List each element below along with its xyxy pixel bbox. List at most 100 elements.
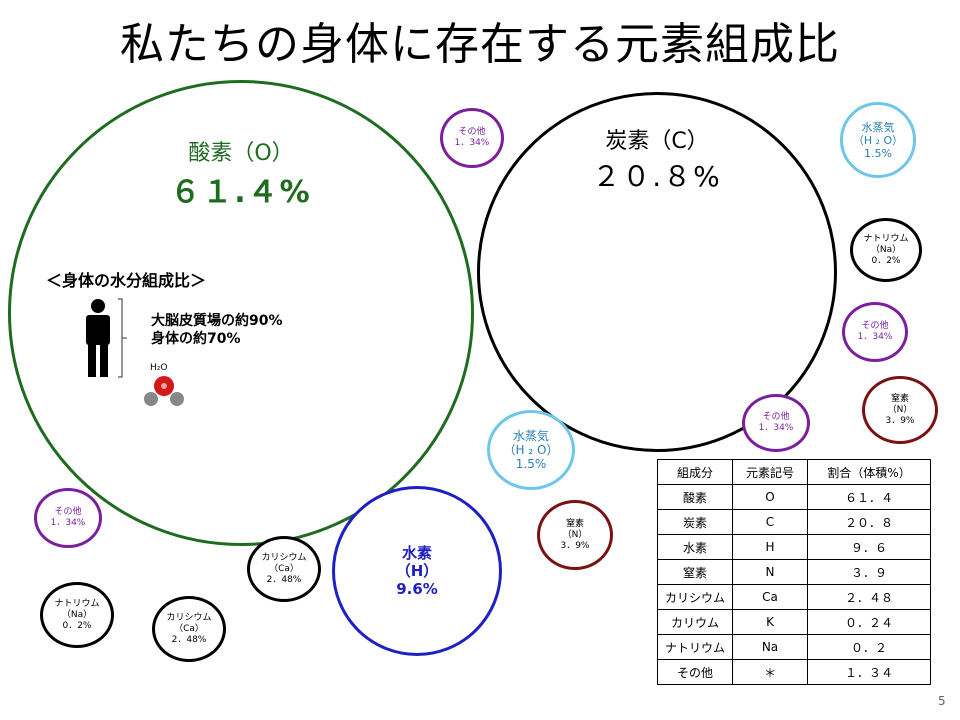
water-content-heading: ＜身体の水分組成比＞ [46, 271, 207, 290]
oxygen-circle: 酸素（O） ６１.４% [8, 80, 474, 546]
table-cell: 窒素 [657, 559, 733, 585]
slide-number: 5 [938, 694, 946, 708]
table-cell: 酸素 [657, 484, 733, 510]
table-row: ナトリウム Na ０．２ [657, 634, 931, 660]
other-percent: 1．34% [857, 332, 893, 342]
sodium-percent: 0．2% [871, 255, 901, 266]
calcium-symbol: （Ca） [174, 623, 204, 634]
carbon-label: 炭素（C） [605, 129, 709, 154]
vapor-percent: 1.5% [515, 457, 547, 471]
table-header-symbol: 元素記号 [732, 459, 808, 485]
calcium-label: カリシウム [261, 552, 307, 563]
table-cell: O [732, 484, 808, 510]
calcium-percent: 2．48% [266, 574, 302, 585]
water-brain-ratio: 大脳皮質場の約90% [151, 313, 283, 329]
table-row: 水素 H ９．６ [657, 534, 931, 560]
table-cell: ナトリウム [657, 634, 733, 660]
vapor-percent: 1.5% [864, 146, 892, 160]
table-cell: ９．６ [807, 534, 931, 560]
table-cell: N [732, 559, 808, 585]
vapor-label: 水蒸気 [512, 429, 549, 443]
table-cell: カリシウム [657, 584, 733, 610]
other-label: その他 [762, 412, 790, 422]
table-cell: H [732, 534, 808, 560]
nitrogen-percent: 3．9% [885, 415, 915, 426]
hydrogen-percent: 9.6% [396, 580, 438, 598]
other-percent: 1．34% [758, 423, 794, 433]
composition-table: 組成分 元素記号 割合（体積%） 酸素 O ６１．４ 炭素 C ２０．８ 水素 H ９．６ … [657, 459, 931, 685]
sodium-circle: ナトリウム （Na） 0．2% [40, 582, 114, 648]
hydrogen-circle: 水素 （H） 9.6% [332, 486, 502, 656]
water-molecule-icon: H₂O [144, 363, 184, 406]
table-row: 炭素 C ２０．８ [657, 509, 931, 535]
other-circle: その他 1．34% [742, 394, 810, 452]
table-header-ratio: 割合（体積%） [807, 459, 931, 485]
table-cell: ＊ [732, 659, 808, 685]
table-row: 酸素 O ６１．４ [657, 484, 931, 510]
nitrogen-symbol: （N） [887, 404, 913, 415]
other-percent: 1．34% [50, 518, 86, 528]
other-circle: その他 1．34% [34, 488, 102, 548]
table-cell: ３．９ [807, 559, 931, 585]
other-circle: その他 1．34% [440, 108, 504, 168]
table-cell: Na [732, 634, 808, 660]
nitrogen-circle: 窒素 （N） 3．9% [537, 500, 613, 570]
table-cell: ２．４８ [807, 584, 931, 610]
nitrogen-symbol: （N） [562, 529, 588, 540]
table-cell: 水素 [657, 534, 733, 560]
table-cell: C [732, 509, 808, 535]
table-row: その他＊ １．３４ [657, 659, 931, 685]
oxygen-label: 酸素（O） [188, 141, 294, 166]
water-body-ratio: 身体の約70% [151, 331, 241, 347]
table-cell: その他 [657, 659, 733, 685]
calcium-label: カリシウム [166, 612, 212, 623]
sodium-label: ナトリウム [54, 598, 100, 609]
calcium-circle: カリシウム （Ca） 2．48% [152, 596, 226, 662]
table-cell: Ca [732, 584, 808, 610]
other-label: その他 [54, 507, 82, 517]
page-title: 私たちの身体に存在する元素組成比 [120, 19, 840, 70]
other-percent: 1．34% [454, 138, 490, 148]
sodium-label: ナトリウム [863, 233, 909, 244]
nitrogen-label: 窒素 [890, 393, 909, 404]
vapor-formula: （H ₂ O） [852, 133, 904, 147]
table-cell: １．３４ [807, 659, 931, 685]
nitrogen-percent: 3．9% [560, 540, 590, 551]
nitrogen-circle: 窒素 （N） 3．9% [862, 376, 938, 444]
calcium-circle: カリシウム （Ca） 2．48% [247, 536, 321, 602]
sodium-circle: ナトリウム （Na） 0．2% [850, 218, 922, 282]
table-cell: ０．２ [807, 634, 931, 660]
table-row: 窒素 N ３．９ [657, 559, 931, 585]
person-icon [86, 298, 127, 378]
other-label: その他 [458, 127, 486, 137]
vapor-formula: （H ₂ O） [503, 443, 559, 457]
table-cell: K [732, 609, 808, 635]
calcium-symbol: （Ca） [269, 563, 299, 574]
table-row: カリウム K ０．２４ [657, 609, 931, 635]
sodium-symbol: （Na） [870, 244, 902, 255]
table-cell: ２０．８ [807, 509, 931, 535]
hydrogen-label: 水素 [401, 544, 432, 562]
water-vapor-circle: 水蒸気 （H ₂ O） 1.5% [487, 410, 575, 490]
calcium-percent: 2．48% [171, 634, 207, 645]
carbon-circle: 炭素（C） ２０.８% [477, 92, 837, 452]
table-header-row: 組成分 元素記号 割合（体積%） [657, 459, 931, 485]
water-molecule-label: H₂O [150, 363, 167, 373]
other-label: その他 [861, 321, 889, 331]
oxygen-percent: ６１.４% [170, 175, 312, 210]
sodium-symbol: （Na） [61, 609, 93, 620]
water-vapor-circle: 水蒸気 （H ₂ O） 1.5% [840, 102, 916, 178]
table-header-component: 組成分 [657, 459, 733, 485]
carbon-percent: ２０.８% [592, 160, 722, 193]
water-content-lines: 大脳皮質場の約90% 身体の約70% [151, 312, 283, 348]
other-circle: その他 1．34% [842, 302, 908, 362]
nitrogen-label: 窒素 [565, 518, 584, 529]
sodium-percent: 0．2% [62, 620, 92, 631]
table-row: カリシウム Ca ２．４８ [657, 584, 931, 610]
table-cell: 炭素 [657, 509, 733, 535]
vapor-label: 水蒸気 [861, 120, 895, 134]
hydrogen-symbol: （H） [395, 562, 439, 580]
table-cell: ０．２４ [807, 609, 931, 635]
table-cell: カリウム [657, 609, 733, 635]
table-cell: ６１．４ [807, 484, 931, 510]
